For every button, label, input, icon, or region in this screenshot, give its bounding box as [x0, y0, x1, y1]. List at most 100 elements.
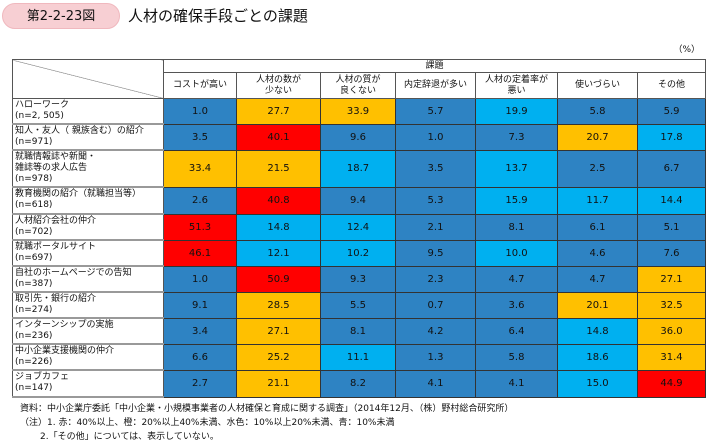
- value-label: 5.8: [508, 351, 525, 363]
- table-row: 自社のホームページでの告知 (n=387) 1.0 50.9 9.3 2.3 4.7 4.7 2…: [12, 265, 706, 293]
- column-header: 人材の定着率が 悪い: [475, 72, 558, 99]
- value-cell: 2.7: [163, 369, 237, 398]
- value-label: 7.3: [508, 131, 525, 143]
- column-header: 使いづらい: [557, 72, 638, 99]
- value-label: 12.4: [346, 221, 370, 233]
- page-title: 人材の確保手段ごとの課題: [128, 7, 308, 25]
- value-cell: 50.9: [236, 265, 321, 293]
- value-cell: 13.7: [475, 149, 558, 188]
- value-label: 13.7: [505, 163, 528, 174]
- value-label: 5.5: [350, 299, 366, 311]
- row-sample-size: (n=274): [15, 305, 53, 315]
- value-label: 27.1: [267, 325, 290, 337]
- table-row: 中小企業支援機関の仲介 (n=226) 6.6 25.2 11.1 1.3 5.8 18.6 3…: [12, 343, 706, 371]
- value-label: 5.1: [663, 221, 680, 233]
- value-cell: 33.9: [320, 98, 396, 125]
- table-row: ハローワーク (n=2, 505) 1.0 27.7 33.9 5.7 19.9 5.8 5.9: [12, 98, 706, 125]
- row-sample-size: (n=2, 505): [15, 111, 64, 121]
- value-label: 5.3: [427, 195, 444, 206]
- value-cell: 9.3: [320, 265, 396, 293]
- value-cell: 17.8: [636, 123, 706, 151]
- value-cell: 36.0: [636, 317, 706, 345]
- value-label: 5.9: [663, 105, 680, 117]
- value-cell: 40.8: [236, 186, 321, 215]
- value-label: 51.3: [188, 221, 212, 233]
- value-cell: 31.4: [636, 343, 706, 371]
- table-row: 就職ポータルサイト (n=697) 46.1 12.1 10.2 9.5 10.0 4.6 7.…: [12, 239, 706, 267]
- row-label-text: インターンシップの実施: [15, 320, 114, 330]
- row-label: 知人・友人（ 親族含む）の紹介 (n=971): [12, 123, 164, 151]
- value-cell: 14.4: [636, 186, 706, 215]
- row-sample-size: (n=971): [15, 137, 53, 147]
- value-label: 4.6: [589, 247, 606, 259]
- value-label: 36.0: [660, 325, 683, 337]
- value-cell: 2.6: [163, 186, 237, 215]
- value-cell: 2.5: [557, 149, 638, 188]
- value-label: 40.1: [267, 131, 290, 143]
- value-cell: 44.9: [636, 369, 706, 398]
- table-row: 教育機関の紹介（就職担当等） (n=618) 2.6 40.8 9.4 5.3 15.9 11…: [12, 186, 706, 215]
- value-cell: 1.0: [163, 265, 237, 293]
- value-cell: 8.1: [475, 213, 558, 241]
- value-cell: 5.8: [475, 343, 558, 371]
- value-label: 40.8: [267, 195, 290, 206]
- value-label: 2.7: [192, 378, 208, 389]
- value-label: 18.6: [586, 351, 609, 363]
- value-cell: 7.6: [636, 239, 706, 267]
- figure-label: 第2-2-23図: [2, 3, 120, 29]
- note-2: 2.「その他」については、表示していない。: [40, 432, 219, 442]
- value-label: 21.5: [267, 163, 290, 174]
- value-label: 8.1: [508, 221, 525, 233]
- value-label: 12.1: [267, 247, 290, 259]
- row-label: ジョブカフェ (n=147): [12, 369, 164, 398]
- value-cell: 6.1: [557, 213, 638, 241]
- value-label: 3.4: [192, 325, 208, 337]
- row-label: 人材紹介会社の仲介 (n=702): [12, 213, 164, 241]
- column-header: 内定辞退が多い: [395, 72, 476, 99]
- value-cell: 18.7: [320, 149, 396, 188]
- row-label-text: ジョブカフェ: [15, 372, 70, 382]
- row-sample-size: (n=236): [15, 331, 53, 341]
- row-label-text: ハローワーク: [15, 100, 70, 110]
- value-cell: 4.6: [557, 239, 638, 267]
- row-sample-size: (n=978): [15, 174, 53, 184]
- value-label: 6.6: [192, 351, 208, 363]
- value-label: 4.1: [427, 378, 444, 389]
- value-cell: 2.3: [395, 265, 476, 293]
- value-cell: 3.5: [395, 149, 476, 188]
- row-label-text: 教育機関の紹介（就職担当等）: [15, 189, 142, 199]
- value-cell: 51.3: [163, 213, 237, 241]
- value-label: 33.9: [346, 105, 370, 117]
- row-sample-size: (n=618): [15, 200, 53, 210]
- row-sample-size: (n=702): [15, 227, 53, 237]
- value-cell: 32.5: [636, 291, 706, 319]
- note-1: （注）1. 赤：40%以上、橙：20%以上40%未満、水色：10%以上20%未満…: [20, 418, 395, 428]
- row-sample-size: (n=147): [15, 383, 53, 393]
- value-label: 1.0: [192, 105, 208, 117]
- issues-table: 課題 コストが高い 人材の数が 少ない 人材の質が 良くない 内定辞退が多い 人材の定着…: [12, 59, 706, 398]
- row-label: 中小企業支援機関の仲介 (n=226): [12, 343, 164, 371]
- value-cell: 8.1: [320, 317, 396, 345]
- value-label: 20.7: [586, 131, 609, 143]
- value-label: 27.7: [267, 105, 290, 117]
- value-cell: 5.3: [395, 186, 476, 215]
- value-cell: 5.1: [636, 213, 706, 241]
- unit-label: （%）: [673, 45, 700, 55]
- value-label: 33.4: [188, 163, 212, 174]
- value-cell: 14.8: [557, 317, 638, 345]
- value-label: 1.0: [427, 131, 444, 143]
- value-label: 9.1: [192, 299, 208, 311]
- value-cell: 14.8: [236, 213, 321, 241]
- value-cell: 20.1: [557, 291, 638, 319]
- value-cell: 4.7: [475, 265, 558, 293]
- value-cell: 40.1: [236, 123, 321, 151]
- value-cell: 27.1: [236, 317, 321, 345]
- value-cell: 6.4: [475, 317, 558, 345]
- row-label: 就職情報誌や新聞・ 雑誌等の求人広告 (n=978): [12, 149, 164, 188]
- value-label: 21.1: [267, 378, 290, 389]
- value-label: 46.1: [188, 247, 212, 259]
- value-cell: 12.4: [320, 213, 396, 241]
- value-label: 14.8: [267, 221, 290, 233]
- value-cell: 11.1: [320, 343, 396, 371]
- value-cell: 4.7: [557, 265, 638, 293]
